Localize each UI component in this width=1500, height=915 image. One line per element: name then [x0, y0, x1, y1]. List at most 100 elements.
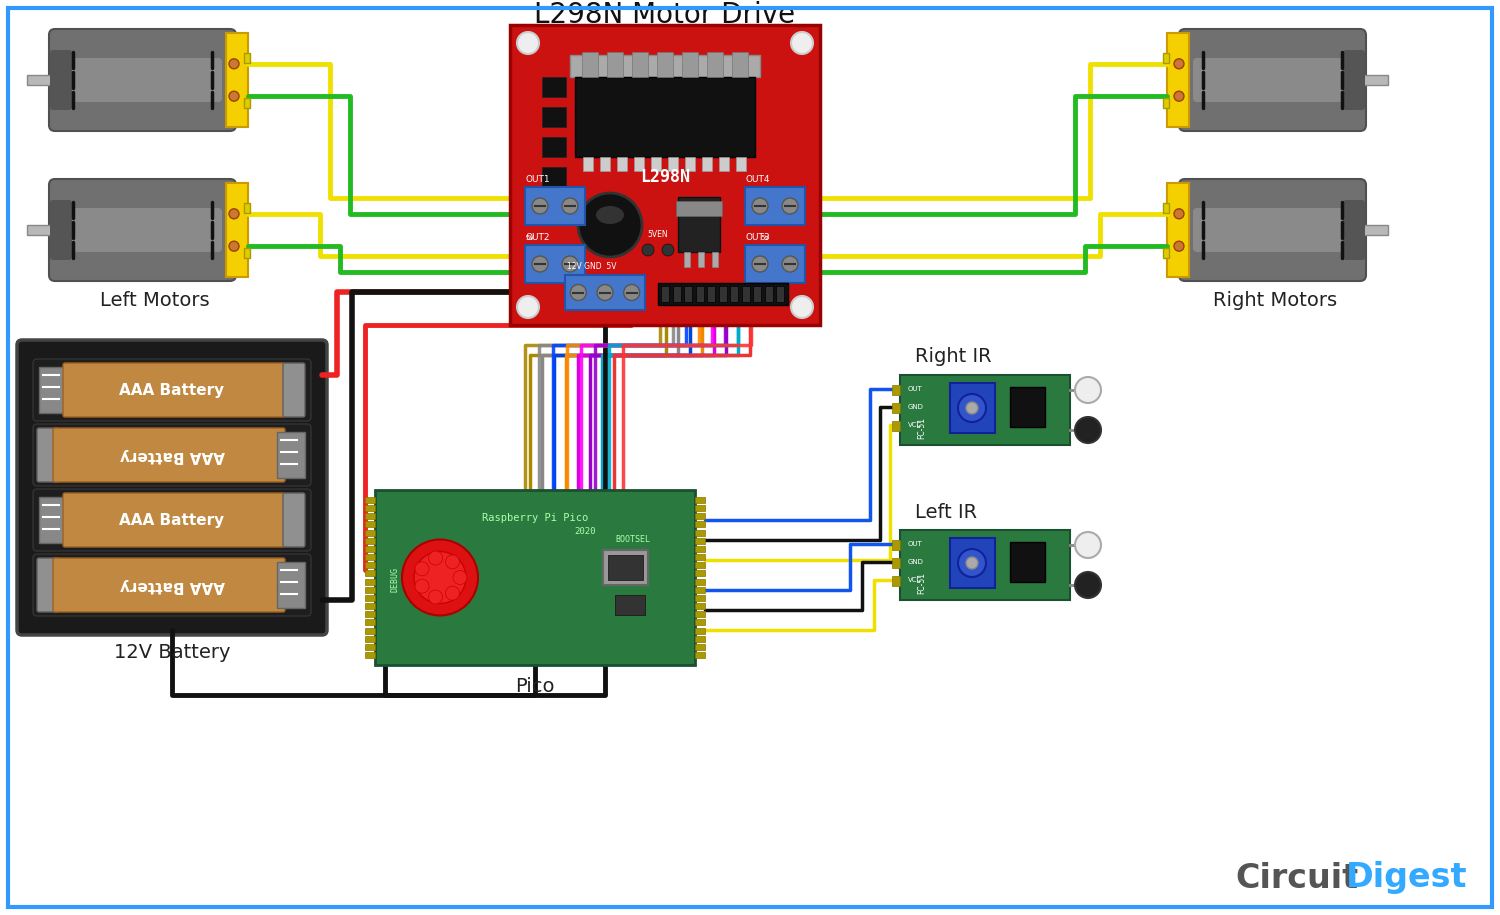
- Text: OUT2: OUT2: [525, 233, 549, 242]
- Bar: [950, 383, 994, 433]
- Circle shape: [966, 402, 978, 414]
- Bar: [892, 540, 900, 550]
- Bar: [694, 554, 705, 560]
- Bar: [736, 157, 746, 171]
- Circle shape: [518, 32, 538, 54]
- Bar: [525, 245, 585, 283]
- Bar: [244, 202, 250, 212]
- Bar: [608, 52, 622, 77]
- Bar: [892, 421, 900, 431]
- Bar: [682, 52, 698, 77]
- Bar: [684, 252, 690, 267]
- Circle shape: [624, 285, 639, 300]
- Bar: [364, 522, 375, 527]
- Circle shape: [414, 552, 466, 604]
- Text: 5VEN: 5VEN: [648, 230, 669, 239]
- Bar: [672, 286, 681, 302]
- Bar: [1010, 387, 1046, 427]
- Circle shape: [429, 551, 442, 565]
- Circle shape: [1174, 209, 1184, 219]
- Bar: [510, 25, 820, 325]
- FancyBboxPatch shape: [16, 340, 327, 635]
- Circle shape: [642, 244, 654, 256]
- Text: GND: GND: [908, 404, 924, 410]
- Bar: [694, 522, 705, 527]
- Circle shape: [446, 554, 459, 569]
- Circle shape: [562, 198, 578, 214]
- Text: 5V: 5V: [760, 235, 770, 241]
- Bar: [364, 619, 375, 625]
- Circle shape: [1076, 572, 1101, 598]
- Bar: [746, 187, 806, 225]
- Text: FC-51: FC-51: [918, 417, 927, 439]
- Bar: [574, 77, 754, 157]
- Circle shape: [790, 32, 813, 54]
- Text: AAA Battery: AAA Battery: [120, 512, 225, 528]
- Bar: [686, 157, 694, 171]
- Bar: [364, 628, 375, 633]
- Text: OUT4: OUT4: [746, 175, 770, 184]
- Bar: [584, 157, 592, 171]
- Bar: [1352, 225, 1388, 235]
- Text: FC-51: FC-51: [918, 572, 927, 594]
- Bar: [684, 286, 692, 302]
- Circle shape: [230, 92, 238, 102]
- Circle shape: [416, 562, 429, 576]
- Text: Right IR: Right IR: [915, 348, 992, 367]
- Text: DEBUG: DEBUG: [390, 567, 399, 593]
- FancyBboxPatch shape: [33, 489, 310, 551]
- Circle shape: [532, 256, 548, 272]
- Bar: [1162, 247, 1168, 257]
- Bar: [525, 187, 585, 225]
- Bar: [364, 652, 375, 658]
- FancyBboxPatch shape: [1342, 200, 1365, 260]
- Text: Digest: Digest: [1346, 862, 1467, 895]
- Bar: [765, 286, 772, 302]
- Text: VCC: VCC: [908, 422, 922, 428]
- Bar: [694, 619, 705, 625]
- Bar: [364, 644, 375, 650]
- Bar: [278, 432, 304, 478]
- Bar: [364, 587, 375, 593]
- Circle shape: [782, 256, 798, 272]
- Bar: [603, 550, 648, 585]
- Bar: [776, 286, 784, 302]
- Ellipse shape: [596, 206, 624, 224]
- Bar: [1162, 98, 1168, 107]
- Text: Pico: Pico: [516, 677, 555, 696]
- Bar: [27, 75, 63, 85]
- Circle shape: [597, 285, 613, 300]
- Bar: [694, 595, 705, 601]
- FancyBboxPatch shape: [1342, 50, 1365, 110]
- Bar: [694, 628, 705, 633]
- Text: 12V GND  5V: 12V GND 5V: [567, 262, 616, 271]
- Bar: [1162, 52, 1168, 62]
- Circle shape: [1076, 417, 1101, 443]
- FancyBboxPatch shape: [1179, 179, 1366, 281]
- FancyBboxPatch shape: [38, 558, 58, 612]
- Circle shape: [230, 59, 238, 69]
- Bar: [364, 497, 375, 503]
- Bar: [582, 52, 598, 77]
- FancyBboxPatch shape: [63, 363, 285, 417]
- Bar: [892, 385, 900, 395]
- Circle shape: [446, 587, 459, 600]
- Bar: [694, 505, 705, 511]
- Bar: [678, 197, 720, 252]
- FancyBboxPatch shape: [50, 50, 72, 110]
- FancyBboxPatch shape: [38, 428, 58, 482]
- Bar: [364, 562, 375, 568]
- Bar: [694, 570, 705, 576]
- Text: OUT: OUT: [908, 386, 922, 392]
- Circle shape: [782, 198, 798, 214]
- Circle shape: [429, 590, 442, 604]
- Bar: [244, 52, 250, 62]
- Bar: [657, 52, 674, 77]
- Bar: [632, 52, 648, 77]
- FancyBboxPatch shape: [50, 179, 236, 281]
- Bar: [566, 275, 645, 310]
- Bar: [244, 98, 250, 107]
- Bar: [694, 652, 705, 658]
- Text: 5V: 5V: [525, 235, 534, 241]
- Bar: [1010, 542, 1046, 582]
